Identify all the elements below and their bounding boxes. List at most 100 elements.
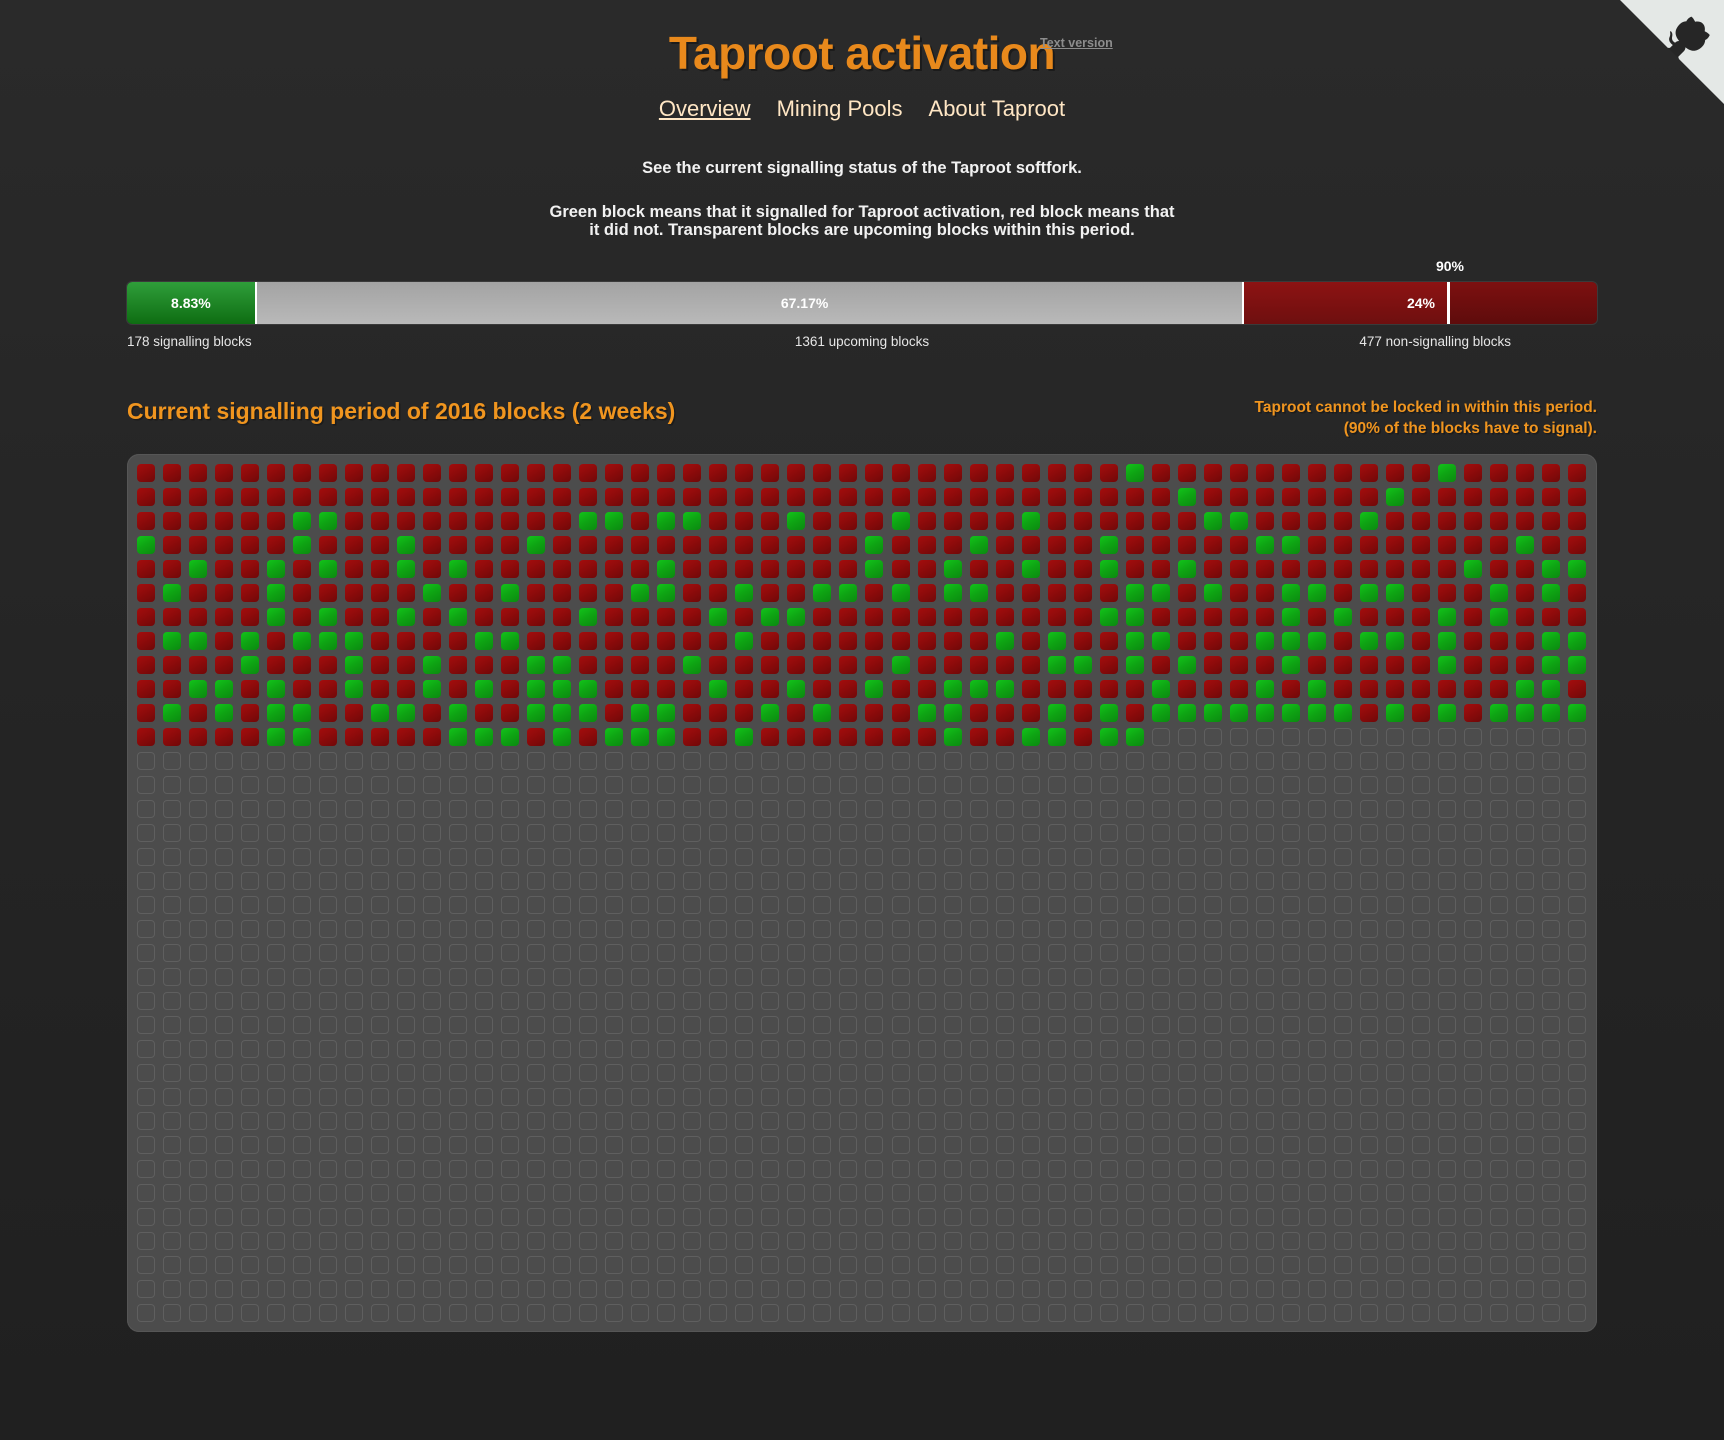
- block-empty[interactable]: [1515, 920, 1534, 939]
- block-empty[interactable]: [501, 1280, 520, 1299]
- block-empty[interactable]: [267, 1304, 286, 1323]
- block-green[interactable]: [1359, 512, 1378, 531]
- block-green[interactable]: [631, 728, 650, 747]
- block-empty[interactable]: [1489, 968, 1508, 987]
- block-empty[interactable]: [1229, 824, 1248, 843]
- block-empty[interactable]: [163, 944, 182, 963]
- block-empty[interactable]: [1151, 776, 1170, 795]
- block-empty[interactable]: [267, 1064, 286, 1083]
- block-empty[interactable]: [709, 944, 728, 963]
- block-empty[interactable]: [215, 1184, 234, 1203]
- block-red[interactable]: [215, 560, 234, 579]
- block-red[interactable]: [735, 464, 754, 483]
- block-red[interactable]: [709, 560, 728, 579]
- block-red[interactable]: [319, 488, 338, 507]
- block-empty[interactable]: [345, 1160, 364, 1179]
- block-empty[interactable]: [345, 968, 364, 987]
- block-empty[interactable]: [605, 1232, 624, 1251]
- block-empty[interactable]: [371, 992, 390, 1011]
- block-red[interactable]: [1307, 512, 1326, 531]
- block-empty[interactable]: [943, 1232, 962, 1251]
- block-empty[interactable]: [1099, 1280, 1118, 1299]
- block-empty[interactable]: [1125, 872, 1144, 891]
- block-empty[interactable]: [1203, 848, 1222, 867]
- block-empty[interactable]: [1255, 968, 1274, 987]
- block-empty[interactable]: [345, 776, 364, 795]
- block-empty[interactable]: [1489, 752, 1508, 771]
- block-green[interactable]: [1489, 608, 1508, 627]
- block-empty[interactable]: [293, 1016, 312, 1035]
- block-red[interactable]: [345, 488, 364, 507]
- block-empty[interactable]: [1151, 1136, 1170, 1155]
- block-red[interactable]: [1073, 512, 1092, 531]
- block-red[interactable]: [163, 560, 182, 579]
- block-red[interactable]: [553, 464, 572, 483]
- block-empty[interactable]: [163, 1280, 182, 1299]
- block-red[interactable]: [1151, 656, 1170, 675]
- block-red[interactable]: [1073, 464, 1092, 483]
- block-empty[interactable]: [137, 1112, 155, 1131]
- block-empty[interactable]: [839, 1136, 858, 1155]
- block-red[interactable]: [1229, 536, 1248, 555]
- block-empty[interactable]: [865, 1016, 884, 1035]
- block-empty[interactable]: [163, 1232, 182, 1251]
- block-empty[interactable]: [1307, 1112, 1326, 1131]
- block-empty[interactable]: [787, 1040, 806, 1059]
- block-empty[interactable]: [1047, 920, 1066, 939]
- block-empty[interactable]: [397, 1280, 416, 1299]
- block-empty[interactable]: [995, 800, 1014, 819]
- block-empty[interactable]: [865, 1112, 884, 1131]
- block-empty[interactable]: [1229, 752, 1248, 771]
- block-green[interactable]: [761, 608, 780, 627]
- block-empty[interactable]: [189, 1016, 208, 1035]
- block-empty[interactable]: [839, 752, 858, 771]
- block-red[interactable]: [1047, 512, 1066, 531]
- block-empty[interactable]: [1281, 728, 1300, 747]
- block-empty[interactable]: [1229, 848, 1248, 867]
- block-empty[interactable]: [189, 824, 208, 843]
- block-empty[interactable]: [1333, 896, 1352, 915]
- block-empty[interactable]: [969, 1088, 988, 1107]
- block-empty[interactable]: [1489, 1088, 1508, 1107]
- block-empty[interactable]: [1333, 1232, 1352, 1251]
- block-empty[interactable]: [605, 896, 624, 915]
- block-empty[interactable]: [319, 776, 338, 795]
- block-green[interactable]: [1125, 728, 1144, 747]
- block-red[interactable]: [475, 704, 494, 723]
- block-empty[interactable]: [1385, 920, 1404, 939]
- block-empty[interactable]: [709, 920, 728, 939]
- block-empty[interactable]: [501, 896, 520, 915]
- block-red[interactable]: [241, 464, 260, 483]
- block-red[interactable]: [449, 512, 468, 531]
- block-empty[interactable]: [683, 1040, 702, 1059]
- block-empty[interactable]: [891, 896, 910, 915]
- block-empty[interactable]: [1463, 1208, 1482, 1227]
- block-empty[interactable]: [189, 1256, 208, 1275]
- block-empty[interactable]: [865, 1232, 884, 1251]
- block-empty[interactable]: [527, 1280, 546, 1299]
- block-empty[interactable]: [917, 968, 936, 987]
- block-red[interactable]: [787, 464, 806, 483]
- block-empty[interactable]: [215, 992, 234, 1011]
- block-empty[interactable]: [189, 1208, 208, 1227]
- block-empty[interactable]: [1307, 872, 1326, 891]
- progress-segment-upcoming[interactable]: 67.17%: [256, 282, 1245, 325]
- block-empty[interactable]: [761, 1208, 780, 1227]
- block-empty[interactable]: [501, 1184, 520, 1203]
- block-empty[interactable]: [527, 1256, 546, 1275]
- block-empty[interactable]: [1021, 1112, 1040, 1131]
- block-green[interactable]: [1359, 584, 1378, 603]
- block-empty[interactable]: [501, 920, 520, 939]
- block-empty[interactable]: [371, 1160, 390, 1179]
- block-green[interactable]: [1021, 728, 1040, 747]
- block-green[interactable]: [1073, 656, 1092, 675]
- block-red[interactable]: [267, 512, 286, 531]
- block-empty[interactable]: [787, 848, 806, 867]
- block-empty[interactable]: [1385, 776, 1404, 795]
- block-empty[interactable]: [1515, 752, 1534, 771]
- block-red[interactable]: [839, 680, 858, 699]
- block-empty[interactable]: [579, 992, 598, 1011]
- block-green[interactable]: [1281, 632, 1300, 651]
- block-empty[interactable]: [293, 1064, 312, 1083]
- block-empty[interactable]: [189, 920, 208, 939]
